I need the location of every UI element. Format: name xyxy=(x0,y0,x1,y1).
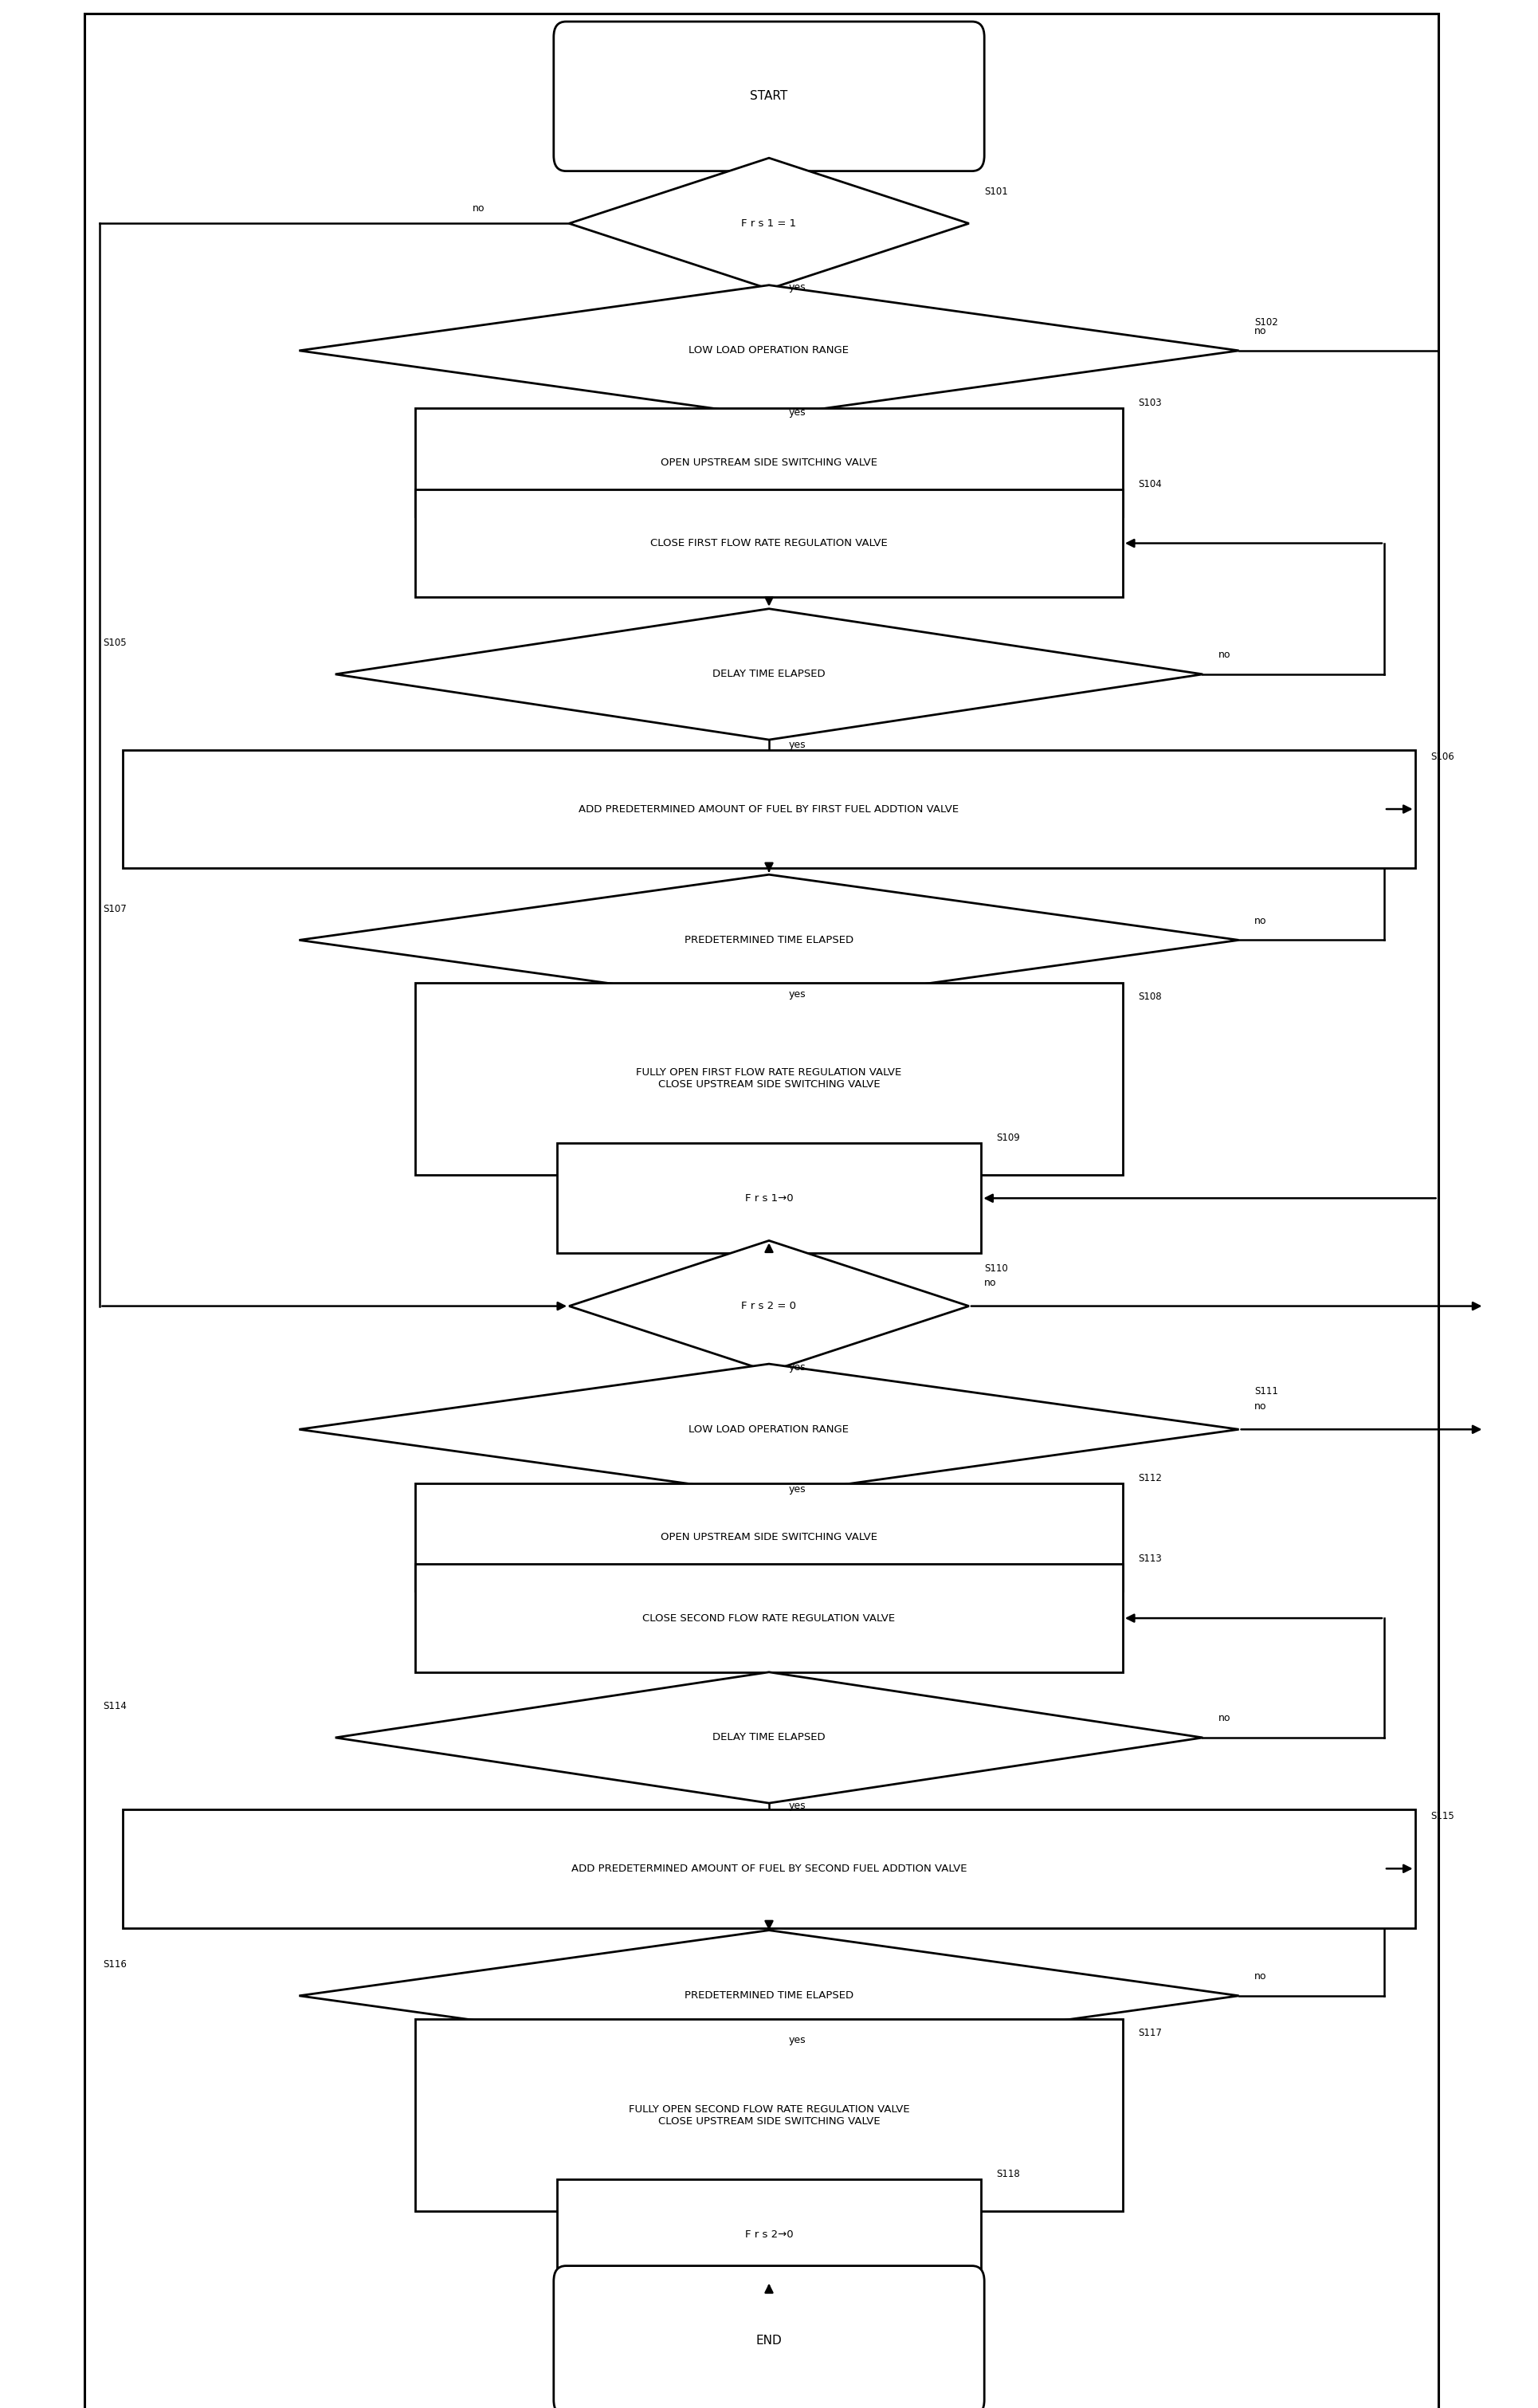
Text: yes: yes xyxy=(789,407,806,417)
Text: START: START xyxy=(751,92,787,101)
Bar xyxy=(415,1483,1123,1592)
Text: yes: yes xyxy=(789,1801,806,1811)
Text: S106: S106 xyxy=(1430,751,1453,761)
Text: S116: S116 xyxy=(103,1960,126,1970)
Text: no: no xyxy=(1218,650,1230,660)
Text: CLOSE FIRST FLOW RATE REGULATION VALVE: CLOSE FIRST FLOW RATE REGULATION VALVE xyxy=(651,537,887,549)
Text: F r s 1→0: F r s 1→0 xyxy=(744,1192,794,1204)
Bar xyxy=(123,1808,1415,1929)
FancyBboxPatch shape xyxy=(554,2266,984,2408)
Text: S109: S109 xyxy=(997,1132,1020,1144)
Text: S113: S113 xyxy=(1138,1553,1161,1565)
Text: S101: S101 xyxy=(984,188,1007,197)
Bar xyxy=(557,2179,981,2290)
Polygon shape xyxy=(335,609,1203,739)
Text: no: no xyxy=(472,202,484,214)
Bar xyxy=(415,1565,1123,1671)
Bar xyxy=(415,409,1123,515)
Text: S108: S108 xyxy=(1138,992,1161,1002)
Text: yes: yes xyxy=(789,282,806,291)
Bar xyxy=(85,14,1438,2408)
Text: yes: yes xyxy=(789,2035,806,2044)
Text: FULLY OPEN SECOND FLOW RATE REGULATION VALVE
CLOSE UPSTREAM SIDE SWITCHING VALVE: FULLY OPEN SECOND FLOW RATE REGULATION V… xyxy=(629,2105,909,2126)
Text: PREDETERMINED TIME ELAPSED: PREDETERMINED TIME ELAPSED xyxy=(684,1991,854,2001)
Text: S104: S104 xyxy=(1138,479,1161,489)
Text: ADD PREDETERMINED AMOUNT OF FUEL BY FIRST FUEL ADDTION VALVE: ADD PREDETERMINED AMOUNT OF FUEL BY FIRS… xyxy=(578,804,960,814)
Text: no: no xyxy=(1253,1401,1267,1411)
FancyBboxPatch shape xyxy=(554,22,984,171)
Polygon shape xyxy=(569,159,969,289)
Bar xyxy=(123,749,1415,869)
Text: S111: S111 xyxy=(1253,1387,1278,1397)
Bar xyxy=(415,489,1123,597)
Text: no: no xyxy=(1253,915,1267,927)
Text: OPEN UPSTREAM SIDE SWITCHING VALVE: OPEN UPSTREAM SIDE SWITCHING VALVE xyxy=(661,458,877,467)
Text: DELAY TIME ELAPSED: DELAY TIME ELAPSED xyxy=(712,1731,826,1743)
Text: S112: S112 xyxy=(1138,1474,1161,1483)
Text: ADD PREDETERMINED AMOUNT OF FUEL BY SECOND FUEL ADDTION VALVE: ADD PREDETERMINED AMOUNT OF FUEL BY SECO… xyxy=(571,1864,967,1873)
Text: no: no xyxy=(1253,1972,1267,1982)
Text: S115: S115 xyxy=(1430,1811,1453,1820)
Text: no: no xyxy=(984,1279,997,1288)
Text: S118: S118 xyxy=(997,2170,1020,2179)
Text: CLOSE SECOND FLOW RATE REGULATION VALVE: CLOSE SECOND FLOW RATE REGULATION VALVE xyxy=(643,1613,895,1623)
Polygon shape xyxy=(298,284,1240,417)
Polygon shape xyxy=(569,1240,969,1373)
Text: OPEN UPSTREAM SIDE SWITCHING VALVE: OPEN UPSTREAM SIDE SWITCHING VALVE xyxy=(661,1531,877,1544)
Polygon shape xyxy=(298,874,1240,1007)
Text: LOW LOAD OPERATION RANGE: LOW LOAD OPERATION RANGE xyxy=(689,344,849,356)
Text: yes: yes xyxy=(789,990,806,999)
Text: S117: S117 xyxy=(1138,2028,1161,2037)
Text: S105: S105 xyxy=(103,638,126,648)
Text: F r s 2→0: F r s 2→0 xyxy=(744,2230,794,2239)
Bar xyxy=(415,982,1123,1175)
Text: FULLY OPEN FIRST FLOW RATE REGULATION VALVE
CLOSE UPSTREAM SIDE SWITCHING VALVE: FULLY OPEN FIRST FLOW RATE REGULATION VA… xyxy=(637,1067,901,1091)
Text: END: END xyxy=(757,2336,781,2345)
Polygon shape xyxy=(335,1671,1203,1804)
Bar xyxy=(557,1144,981,1252)
Text: F r s 2 = 0: F r s 2 = 0 xyxy=(741,1300,797,1312)
Text: S103: S103 xyxy=(1138,397,1161,409)
Text: F r s 1 = 1: F r s 1 = 1 xyxy=(741,219,797,229)
Polygon shape xyxy=(298,1363,1240,1495)
Text: PREDETERMINED TIME ELAPSED: PREDETERMINED TIME ELAPSED xyxy=(684,934,854,946)
Text: S102: S102 xyxy=(1253,318,1278,327)
Text: no: no xyxy=(1253,325,1267,337)
Bar xyxy=(415,2018,1123,2211)
Text: S107: S107 xyxy=(103,903,126,915)
Text: no: no xyxy=(1218,1712,1230,1724)
Text: LOW LOAD OPERATION RANGE: LOW LOAD OPERATION RANGE xyxy=(689,1423,849,1435)
Text: DELAY TIME ELAPSED: DELAY TIME ELAPSED xyxy=(712,669,826,679)
Polygon shape xyxy=(298,1931,1240,2061)
Text: S110: S110 xyxy=(984,1262,1007,1274)
Text: yes: yes xyxy=(789,739,806,749)
Text: yes: yes xyxy=(789,1483,806,1495)
Text: S114: S114 xyxy=(103,1700,126,1712)
Text: yes: yes xyxy=(789,1363,806,1373)
